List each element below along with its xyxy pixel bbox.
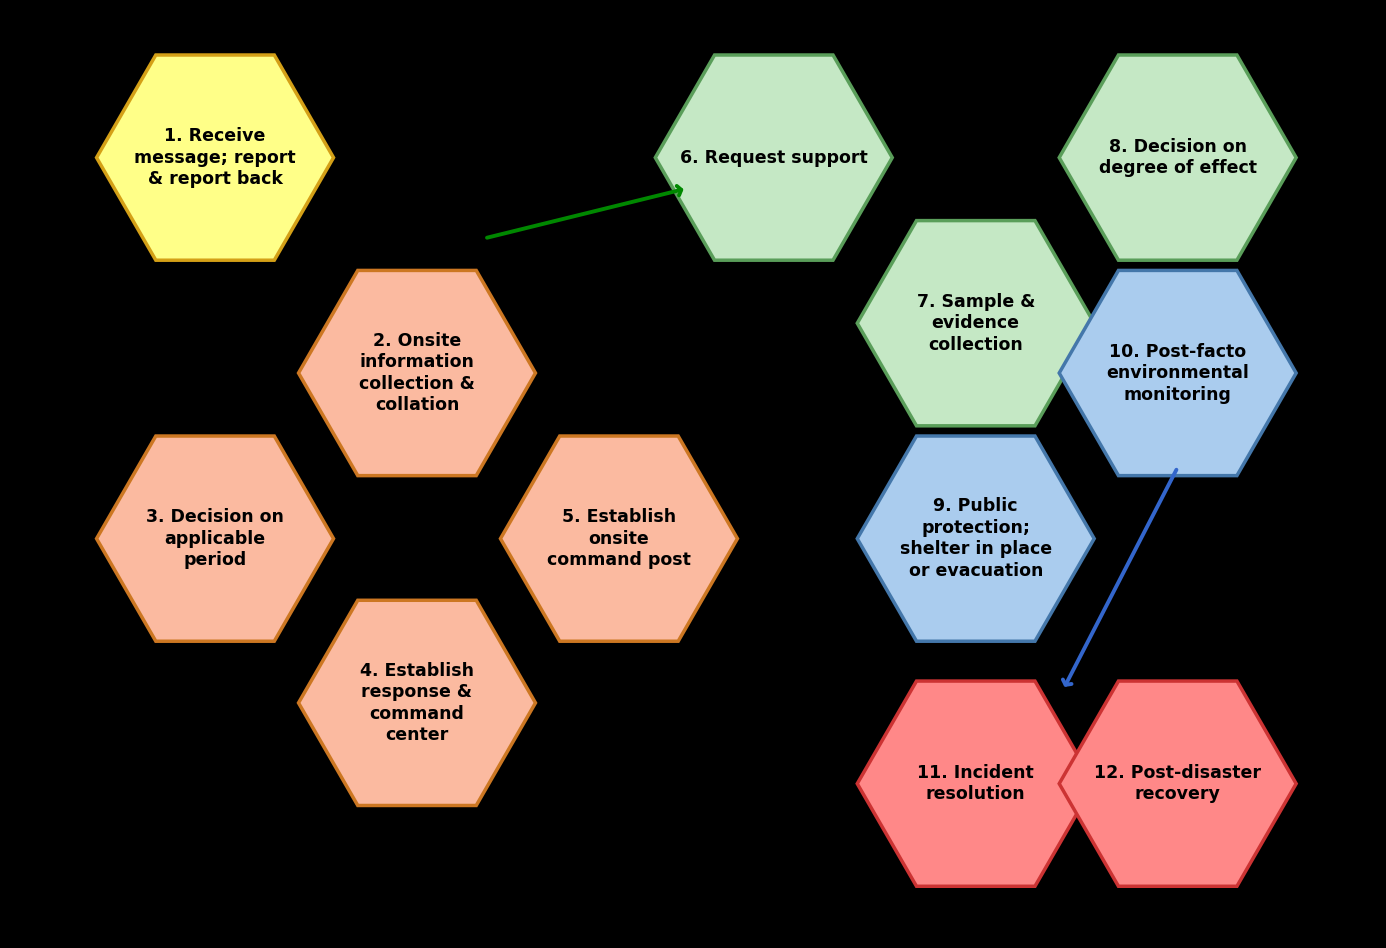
Polygon shape [858, 221, 1094, 426]
Polygon shape [858, 436, 1094, 641]
Text: 6. Request support: 6. Request support [681, 149, 868, 167]
Polygon shape [858, 681, 1094, 886]
Text: 3. Decision on
applicable
period: 3. Decision on applicable period [146, 508, 284, 569]
Polygon shape [1059, 55, 1296, 260]
Text: 9. Public
protection;
shelter in place
or evacuation: 9. Public protection; shelter in place o… [900, 498, 1052, 580]
Text: 10. Post-facto
environmental
monitoring: 10. Post-facto environmental monitoring [1106, 342, 1249, 404]
Polygon shape [298, 270, 535, 476]
Text: 2. Onsite
information
collection &
collation: 2. Onsite information collection & colla… [359, 332, 475, 414]
Text: 4. Establish
response &
command
center: 4. Establish response & command center [360, 662, 474, 744]
Polygon shape [1059, 270, 1296, 476]
Text: 11. Incident
resolution: 11. Incident resolution [918, 764, 1034, 803]
Text: 7. Sample &
evidence
collection: 7. Sample & evidence collection [916, 293, 1035, 354]
Text: 12. Post-disaster
recovery: 12. Post-disaster recovery [1094, 764, 1261, 803]
Polygon shape [1059, 681, 1296, 886]
Polygon shape [298, 600, 535, 806]
Text: 1. Receive
message; report
& report back: 1. Receive message; report & report back [134, 127, 295, 188]
Text: 5. Establish
onsite
command post: 5. Establish onsite command post [547, 508, 690, 569]
Polygon shape [500, 436, 737, 641]
Text: 8. Decision on
degree of effect: 8. Decision on degree of effect [1099, 137, 1257, 177]
Polygon shape [97, 436, 334, 641]
Polygon shape [97, 55, 334, 260]
Polygon shape [656, 55, 893, 260]
